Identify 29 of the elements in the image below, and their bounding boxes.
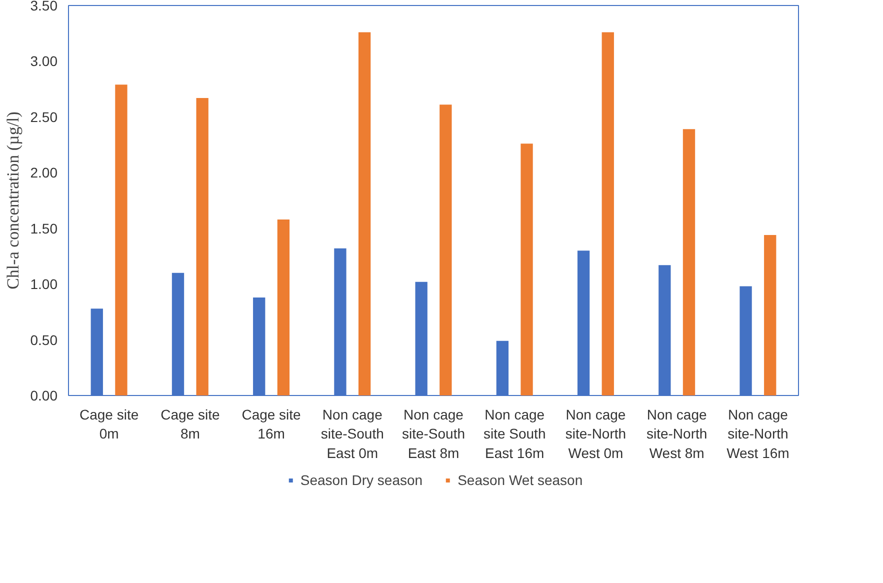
bar <box>440 104 452 396</box>
bar <box>277 219 290 396</box>
bar <box>115 84 128 396</box>
bar <box>682 129 696 396</box>
y-tick-label: 1.50 <box>30 220 58 236</box>
x-tick-label: Cage site 16m <box>242 406 302 442</box>
y-tick-label: 3.50 <box>30 0 58 14</box>
y-axis-title: Chl-a concentration (µg/l) <box>3 112 22 290</box>
bar <box>764 235 776 396</box>
legend-label: Season Wet season <box>458 472 583 488</box>
bar <box>196 98 208 396</box>
y-tick-label: 0.50 <box>30 332 58 348</box>
x-tick-label: Non cage site-North West 16m <box>726 406 790 461</box>
x-tick-label: Non cage site-South East 0m <box>320 406 384 461</box>
bar <box>520 144 533 396</box>
x-tick-label: Non cage site-South East 8m <box>402 406 466 461</box>
y-tick-label: 0.00 <box>30 388 58 404</box>
y-tick-label: 2.50 <box>30 108 58 125</box>
bar <box>602 32 614 396</box>
x-tick-label: Non cage site-North West 0m <box>565 406 626 461</box>
x-tick-label: Cage site 0m <box>79 406 139 442</box>
x-tick-label: Non cage site-North West 8m <box>646 406 708 461</box>
bar <box>358 32 371 396</box>
x-tick-label: Cage site 8m <box>160 406 220 442</box>
y-tick-label: 2.00 <box>30 164 58 181</box>
legend-label: Season Dry season <box>300 472 423 488</box>
y-tick-label: 1.00 <box>30 276 58 292</box>
y-tick-label: 3.00 <box>30 53 58 70</box>
x-tick-label: Non cage site South East 16m <box>483 406 546 461</box>
